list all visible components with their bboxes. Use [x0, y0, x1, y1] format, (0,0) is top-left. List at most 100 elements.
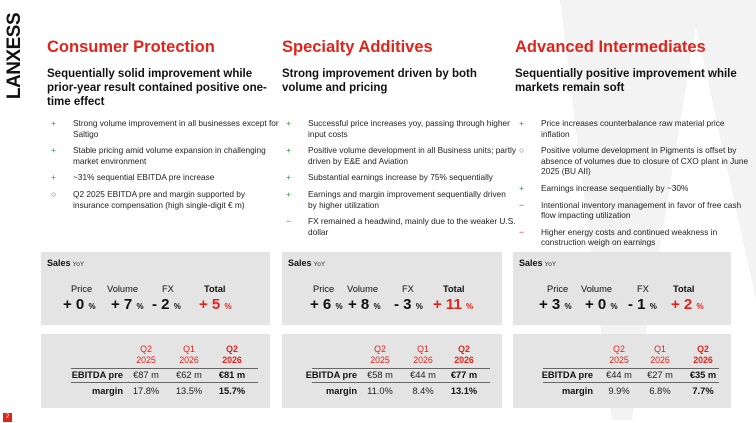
total-value: + 2 % [671, 296, 704, 313]
period-header: Q2 2025 [136, 344, 156, 365]
table-cell: 8.4% [412, 386, 434, 396]
plus-icon: + [519, 182, 524, 193]
plus-icon: + [286, 188, 291, 199]
table-cell: 13.1% [450, 386, 478, 396]
period-header: Q2 2026 [222, 344, 242, 365]
sales-label: Sales YoY [288, 258, 326, 268]
sales-label: Sales YoY [47, 258, 85, 268]
fx-header: FX [162, 284, 174, 294]
minus-icon: − [519, 226, 524, 237]
plus-icon: + [286, 118, 291, 128]
list-item: + Substantial earnings increase by 75% se… [286, 172, 493, 183]
period-header: Q1 2026 [179, 344, 199, 365]
table-cell: €27 m [647, 370, 673, 380]
sales-label: Sales YoY [519, 258, 557, 268]
total-value: + 11 % [433, 296, 474, 313]
list-item: + Earnings increase sequentially by ~30% [519, 182, 689, 193]
table-cell: €81 m [218, 370, 246, 380]
list-item: + Price increases counterbalance raw mate… [519, 118, 725, 139]
table-cell: 13.5% [175, 386, 203, 396]
list-item: ○ Positive volume development in Pigments… [519, 145, 749, 177]
list-item: + Earnings and margin improvement sequent… [286, 188, 506, 210]
bullet-list: + Strong volume improvement in all busine… [47, 118, 281, 216]
volume-value: + 7 % [111, 296, 144, 313]
table-cell: 11.0% [367, 386, 393, 396]
segment-title: Consumer Protection [47, 38, 215, 56]
list-item: + ~31% sequential EBITDA pre increase [51, 172, 215, 183]
yoy-label: YoY [313, 261, 326, 268]
price-value: + 6 % [310, 296, 343, 313]
yoy-label: YoY [544, 261, 557, 268]
ebitda-panel-advanced-intermediates: Q2 2025 Q1 2026 Q2 2026 EBITDA pre €44 m €2… [513, 334, 731, 408]
plus-icon: + [51, 172, 56, 183]
table-cell: €62 m [176, 370, 202, 380]
period-header: Q2 2026 [454, 344, 474, 365]
list-item: + Strong volume improvement in all busine… [51, 118, 279, 139]
row-label-ebitda-pre: EBITDA pre [71, 370, 123, 380]
total-value: + 5 % [199, 296, 232, 313]
bullet-list: + Successful price increases yoy, passing… [282, 118, 516, 243]
table-cell: 15.7% [218, 386, 246, 396]
minus-icon: − [286, 216, 291, 227]
yoy-label: YoY [72, 261, 85, 268]
price-header: Price [71, 284, 93, 294]
list-item: − Higher energy costs and continued weakn… [519, 226, 718, 248]
sales-panel-consumer-protection: Sales YoY Price Volume FX Total + 0 % + 7… [41, 252, 270, 325]
segment-subtitle: Sequentially positive improvement while … [515, 68, 737, 94]
price-value: + 3 % [539, 296, 572, 313]
table-divider [312, 382, 490, 383]
volume-header: Volume [107, 284, 139, 294]
lanxess-logo: LANXESS [4, 12, 25, 100]
list-item: + Successful price increases yoy, passing… [286, 118, 510, 139]
row-label-margin: margin [326, 386, 357, 396]
table-divider [543, 382, 719, 383]
minus-icon: − [519, 199, 524, 210]
segment-title: Specialty Additives [282, 38, 433, 56]
segment-title: Advanced Intermediates [515, 38, 706, 56]
plus-icon: + [51, 118, 56, 128]
table-cell: €58 m [367, 370, 393, 380]
list-item: ○ Q2 2025 EBITDA pre and margin supported… [51, 188, 246, 210]
table-cell: 6.8% [649, 386, 671, 396]
list-item: − Intentional inventory management in fav… [519, 199, 742, 221]
volume-header: Volume [581, 284, 613, 294]
table-divider [312, 368, 490, 369]
table-cell: €44 m [410, 370, 436, 380]
period-header: Q2 2025 [609, 344, 629, 365]
plus-icon: + [286, 172, 291, 183]
row-label-margin: margin [92, 386, 123, 396]
fx-value: - 3 % [394, 296, 423, 313]
bullet-list: + Price increases counterbalance raw mate… [515, 118, 749, 254]
table-divider [71, 368, 258, 369]
table-cell: 9.9% [608, 386, 630, 396]
table-divider [543, 368, 719, 369]
ebitda-panel-specialty-additives: Q2 2025 Q1 2026 Q2 2026 EBITDA pre €58 m €4… [282, 334, 502, 408]
price-header: Price [547, 284, 569, 294]
page-number: 2 [3, 413, 12, 422]
plus-icon: + [51, 145, 56, 156]
ebitda-panel-consumer-protection: Q2 2025 Q1 2026 Q2 2026 EBITDA pre €87 m €6… [41, 334, 270, 408]
table-divider [71, 382, 258, 383]
fx-value: - 2 % [152, 296, 181, 313]
volume-header: Volume [347, 284, 379, 294]
list-item: + Stable pricing amid volume expansion in… [51, 145, 266, 166]
sales-panel-specialty-additives: Sales YoY Price Volume FX Total + 6 % + 8… [282, 252, 502, 325]
plus-icon: + [519, 118, 524, 128]
segment-subtitle: Strong improvement driven by both volume… [282, 68, 477, 94]
neutral-circle-icon: ○ [51, 188, 57, 199]
row-label-margin: margin [562, 386, 593, 396]
table-cell: €35 m [689, 370, 717, 380]
list-item: + Positive volume development in all Busi… [286, 145, 516, 166]
row-label-ebitda-pre: EBITDA pre [305, 370, 357, 380]
fx-header: FX [402, 284, 414, 294]
period-header: Q2 2025 [370, 344, 390, 365]
table-cell: 17.8% [132, 386, 160, 396]
price-value: + 0 % [63, 296, 96, 313]
neutral-circle-icon: ○ [519, 145, 525, 156]
total-header: Total [673, 284, 695, 294]
table-cell: €77 m [450, 370, 478, 380]
period-header: Q1 2026 [413, 344, 433, 365]
period-header: Q1 2026 [650, 344, 670, 365]
table-cell: 7.7% [692, 386, 714, 396]
total-header: Total [443, 284, 465, 294]
